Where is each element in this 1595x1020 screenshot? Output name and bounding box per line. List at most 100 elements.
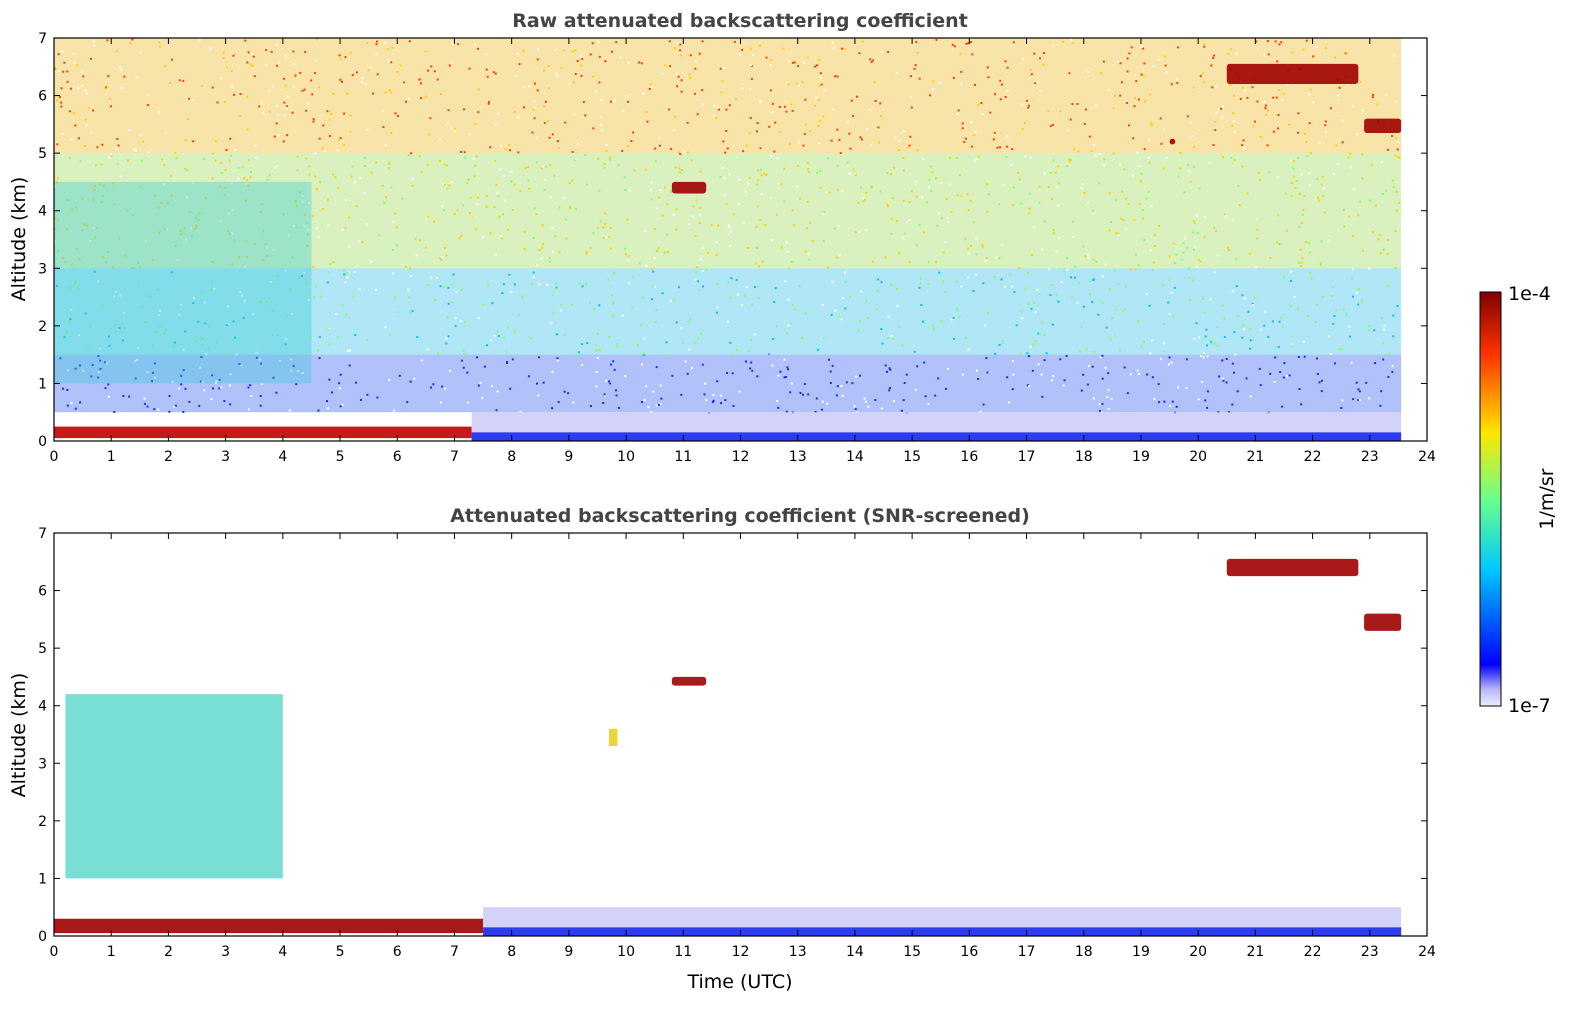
- noise-speckle: [1335, 144, 1338, 147]
- noise-speckle: [650, 181, 653, 184]
- noise-speckle: [914, 64, 917, 67]
- noise-speckle: [1061, 40, 1064, 43]
- noise-speckle: [741, 87, 744, 90]
- noise-speckle: [282, 213, 285, 216]
- noise-speckle: [246, 179, 249, 182]
- noise-speckle: [538, 249, 541, 252]
- noise-speckle: [224, 186, 227, 189]
- noise-speckle: [611, 302, 614, 305]
- noise-speckle: [817, 125, 820, 128]
- noise-speckle: [632, 131, 635, 134]
- x-tick-label: 2: [164, 944, 173, 960]
- noise-speckle: [659, 402, 662, 405]
- noise-speckle: [1296, 156, 1299, 159]
- noise-speckle: [249, 176, 252, 179]
- noise-speckle: [239, 93, 242, 96]
- noise-speckle: [688, 73, 691, 76]
- noise-speckle: [806, 200, 809, 203]
- noise-speckle: [1280, 316, 1283, 319]
- noise-speckle: [247, 386, 250, 389]
- noise-speckle: [695, 266, 698, 269]
- noise-speckle: [1292, 159, 1295, 162]
- noise-speckle: [859, 320, 862, 323]
- noise-speckle: [595, 370, 598, 373]
- noise-speckle: [1188, 170, 1191, 173]
- noise-speckle: [730, 277, 733, 280]
- noise-speckle: [701, 269, 704, 272]
- noise-speckle: [558, 251, 561, 254]
- noise-speckle: [72, 53, 75, 56]
- noise-speckle: [1050, 379, 1053, 382]
- noise-speckle: [726, 371, 729, 374]
- noise-speckle: [820, 83, 823, 86]
- noise-speckle: [493, 205, 496, 208]
- noise-speckle: [1126, 57, 1129, 60]
- noise-speckle: [1263, 54, 1266, 57]
- noise-speckle: [854, 231, 857, 234]
- noise-speckle: [1337, 162, 1340, 165]
- noise-speckle: [668, 40, 671, 43]
- noise-speckle: [1137, 98, 1140, 101]
- noise-speckle: [796, 83, 799, 86]
- noise-speckle: [665, 354, 668, 357]
- noise-speckle: [945, 198, 948, 201]
- noise-speckle: [349, 130, 352, 133]
- noise-speckle: [127, 159, 130, 162]
- noise-speckle: [660, 397, 663, 400]
- noise-speckle: [1012, 41, 1015, 44]
- noise-speckle: [1094, 154, 1097, 157]
- noise-speckle: [581, 115, 584, 118]
- noise-speckle: [285, 106, 288, 109]
- noise-speckle: [1377, 238, 1380, 241]
- y-tick-label: 1: [38, 871, 47, 887]
- noise-speckle: [1210, 341, 1213, 344]
- noise-speckle: [157, 314, 160, 317]
- noise-speckle: [972, 290, 975, 293]
- noise-speckle: [483, 365, 486, 368]
- noise-speckle: [450, 127, 453, 130]
- noise-speckle: [295, 383, 298, 386]
- noise-speckle: [880, 407, 883, 410]
- noise-speckle: [1247, 310, 1250, 313]
- noise-speckle: [92, 226, 95, 229]
- noise-speckle: [626, 145, 629, 148]
- noise-speckle: [967, 276, 970, 279]
- noise-speckle: [463, 353, 466, 356]
- noise-speckle: [66, 331, 69, 334]
- noise-speckle: [159, 45, 162, 48]
- noise-speckle: [1060, 281, 1063, 284]
- noise-speckle: [701, 40, 704, 43]
- noise-speckle: [494, 254, 497, 257]
- noise-speckle: [960, 70, 963, 73]
- noise-speckle: [146, 405, 149, 408]
- noise-speckle: [811, 240, 814, 243]
- noise-speckle: [756, 375, 759, 378]
- noise-speckle: [661, 292, 664, 295]
- noise-speckle: [902, 399, 905, 402]
- noise-speckle: [76, 248, 79, 251]
- noise-speckle: [1245, 377, 1248, 380]
- noise-speckle: [696, 337, 699, 340]
- noise-speckle: [851, 382, 854, 385]
- noise-speckle: [1124, 197, 1127, 200]
- noise-speckle: [219, 185, 222, 188]
- noise-speckle: [328, 135, 331, 138]
- noise-speckle: [391, 46, 394, 49]
- noise-speckle: [1271, 320, 1274, 323]
- noise-speckle: [378, 234, 381, 237]
- noise-speckle: [188, 400, 191, 403]
- noise-speckle: [54, 240, 57, 243]
- x-tick-label: 20: [1189, 449, 1207, 465]
- noise-speckle: [1263, 324, 1266, 327]
- noise-speckle: [1392, 335, 1395, 338]
- noise-speckle: [694, 234, 697, 237]
- noise-speckle: [1235, 52, 1238, 55]
- noise-speckle: [846, 121, 849, 124]
- noise-speckle: [443, 163, 446, 166]
- noise-speckle: [694, 59, 697, 62]
- noise-speckle: [351, 165, 354, 168]
- noise-speckle: [1320, 379, 1323, 382]
- noise-speckle: [816, 171, 819, 174]
- noise-speckle: [1273, 380, 1276, 383]
- noise-speckle: [600, 124, 603, 127]
